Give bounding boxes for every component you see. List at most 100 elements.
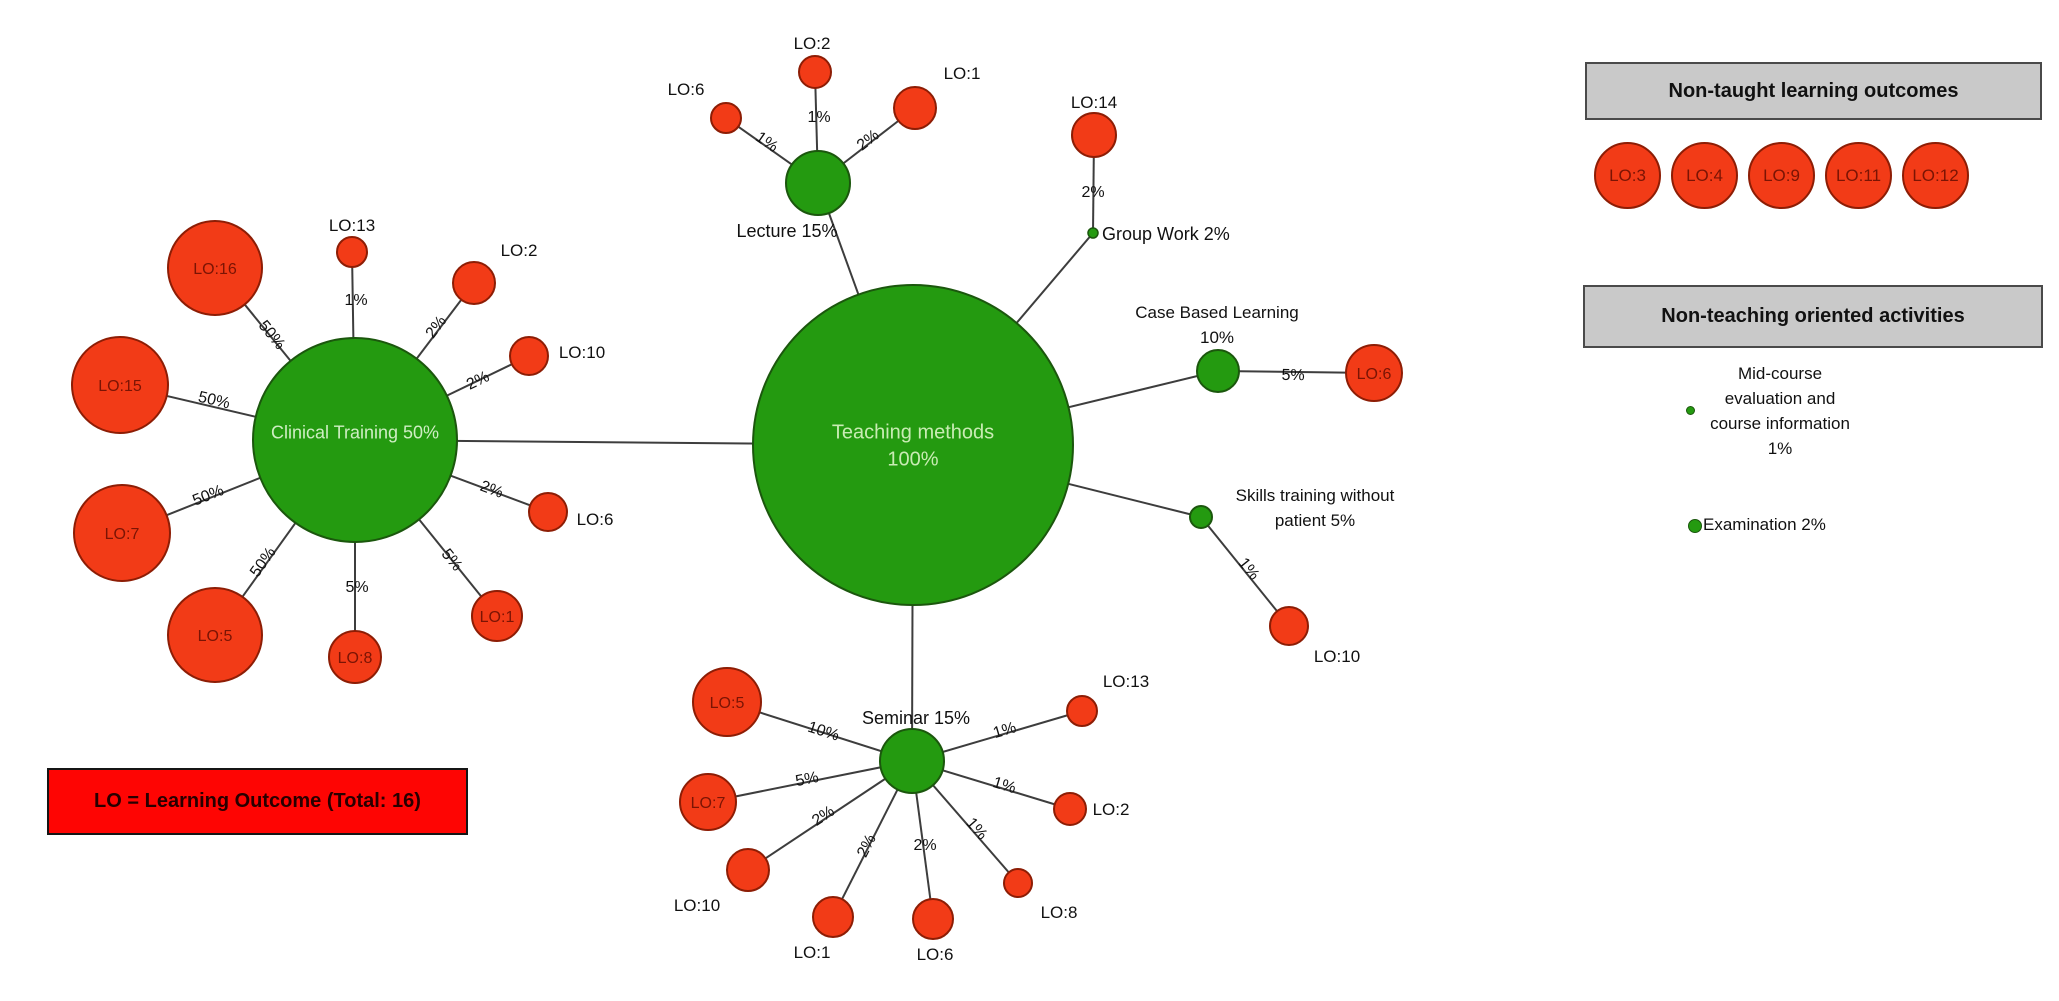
edge-label-seminar-se-lo6: 2% [913, 837, 936, 854]
node-skills [1189, 505, 1213, 529]
node-label-cl-lo5: LO:5 [198, 628, 233, 645]
node-se-lo6 [912, 898, 954, 940]
edge-label-clinical-cl-lo7: 50% [190, 482, 226, 510]
examination-dot-icon [1688, 519, 1702, 533]
groupwork-label: Group Work 2% [1102, 224, 1230, 244]
node-se-lo10 [726, 848, 770, 892]
lo-legend-box: LO = Learning Outcome (Total: 16) [47, 768, 468, 835]
node-se-lo2 [1053, 792, 1087, 826]
legend-outcome-circle: LO:4 [1671, 142, 1738, 209]
lecture-lo1-label: LO:1 [944, 64, 981, 83]
edge-label-clinical-cl-lo13: 1% [344, 292, 367, 309]
node-se-lo8 [1003, 868, 1033, 898]
node-se-lo7 [679, 773, 737, 831]
skills-label-line2: patient 5% [1275, 511, 1355, 530]
edge-label-seminar-se-lo7: 5% [794, 769, 820, 790]
node-cl-lo2 [452, 261, 496, 305]
activities-panel: Non-teaching oriented activities [1583, 285, 2043, 348]
seminar-lo2-label: LO:2 [1093, 800, 1130, 819]
node-label-cl-lo7: LO:7 [105, 526, 140, 543]
node-seminar [879, 728, 945, 794]
edge-label-seminar-se-lo13: 1% [991, 719, 1018, 742]
edge-label-lecture-le-lo1: 2% [854, 127, 883, 155]
edge-label-clinical-cl-lo6: 2% [478, 478, 506, 502]
edge-label-lecture-le-lo6: 1% [752, 129, 781, 156]
edge-skills-sk-lo10 [1200, 516, 1290, 627]
edge-seminar-se-lo7 [707, 760, 913, 803]
node-label-cl-lo15: LO:15 [98, 378, 142, 395]
edge-label-cbl-cb-lo6: 5% [1281, 367, 1304, 384]
legend-outcome-circle: LO:11 [1825, 142, 1892, 209]
edge-label-clinical-cl-lo10: 2% [464, 368, 492, 393]
seminar-lo1-label: LO:1 [794, 943, 831, 962]
edge-label-clinical-cl-lo2: 2% [423, 313, 451, 342]
clinical-lo2-label: LO:2 [501, 241, 538, 260]
non-taught-circles: LO:3 LO:4 LO:9 LO:11 LO:12 [1594, 142, 1969, 209]
node-cl-lo7 [73, 484, 171, 582]
cbl-label-line1: Case Based Learning [1135, 303, 1299, 322]
node-cl-lo1 [471, 590, 523, 642]
mid-course-dot-icon [1686, 406, 1695, 415]
edge-label-seminar-se-lo5: 10% [806, 719, 842, 745]
clinical-lo10-label: LO:10 [559, 343, 605, 362]
node-lecture [785, 150, 851, 216]
legend-outcome-circle: LO:3 [1594, 142, 1661, 209]
seminar-lo10-label: LO:10 [674, 896, 720, 915]
lecture-lo6-label: LO:6 [668, 80, 705, 99]
edge-label-clinical-cl-lo15: 50% [196, 389, 231, 413]
edge-label-lecture-le-lo2: 1% [807, 109, 830, 126]
node-label-teaching: 100% [887, 449, 938, 471]
non-taught-panel: Non-taught learning outcomes [1585, 62, 2042, 120]
node-teaching [752, 284, 1074, 606]
edge-label-seminar-se-lo2: 1% [991, 774, 1018, 797]
node-le-lo1 [893, 86, 937, 130]
node-le-lo6 [710, 102, 742, 134]
node-cl-lo13 [336, 236, 368, 268]
node-label-teaching: Teaching methods [832, 422, 994, 444]
skills-label-line1: Skills training without [1236, 486, 1395, 505]
activities-title: Non-teaching oriented activities [1661, 305, 1965, 327]
seminar-lo6-label: LO:6 [917, 945, 954, 964]
skills-lo10-label: LO:10 [1314, 647, 1360, 666]
clinical-lo6-label: LO:6 [577, 510, 614, 529]
lo-legend-text: LO = Learning Outcome (Total: 16) [94, 790, 421, 812]
node-cl-lo8 [328, 630, 382, 684]
node-groupwork [1087, 227, 1099, 239]
seminar-lo13-label: LO:13 [1103, 672, 1149, 691]
node-label-cl-lo1: LO:1 [480, 609, 515, 626]
node-cbl [1196, 349, 1240, 393]
edge-label-groupwork-gw-lo14: 2% [1081, 184, 1104, 201]
edge-label-clinical-cl-lo8: 5% [345, 579, 368, 596]
node-label-cl-lo8: LO:8 [338, 650, 373, 667]
node-label-cl-lo16: LO:16 [193, 261, 237, 278]
node-cb-lo6 [1345, 344, 1403, 402]
node-clinical [252, 337, 458, 543]
edge-label-seminar-se-lo8: 1% [962, 815, 990, 844]
node-se-lo5 [692, 667, 762, 737]
edge-label-seminar-se-lo1: 2% [854, 832, 880, 860]
lecture-label: Lecture 15% [736, 221, 837, 241]
node-cl-lo15 [71, 336, 169, 434]
node-gw-lo14 [1071, 112, 1117, 158]
cbl-label-line2: 10% [1200, 328, 1234, 347]
edge-label-clinical-cl-lo5: 50% [247, 544, 279, 580]
node-se-lo1 [812, 896, 854, 938]
node-cl-lo6 [528, 492, 568, 532]
node-label-se-lo7: LO:7 [691, 795, 726, 812]
legend-outcome-circle: LO:12 [1902, 142, 1969, 209]
mid-course-text: Mid-course evaluation and course informa… [1710, 364, 1850, 458]
node-cl-lo16 [167, 220, 263, 316]
node-label-se-lo5: LO:5 [710, 695, 745, 712]
non-taught-title: Non-taught learning outcomes [1668, 79, 1959, 102]
clinical-lo13-label: LO:13 [329, 216, 375, 235]
node-se-lo13 [1066, 695, 1098, 727]
node-cl-lo5 [167, 587, 263, 683]
node-sk-lo10 [1269, 606, 1309, 646]
node-label-clinical: Clinical Training 50% [271, 422, 439, 442]
groupwork-lo14-label: LO:14 [1071, 93, 1117, 112]
seminar-lo8-label: LO:8 [1041, 903, 1078, 922]
edge-label-skills-sk-lo10: 1% [1235, 555, 1263, 584]
examination-text: Examination 2% [1703, 515, 1826, 534]
legend-outcome-circle: LO:9 [1748, 142, 1815, 209]
